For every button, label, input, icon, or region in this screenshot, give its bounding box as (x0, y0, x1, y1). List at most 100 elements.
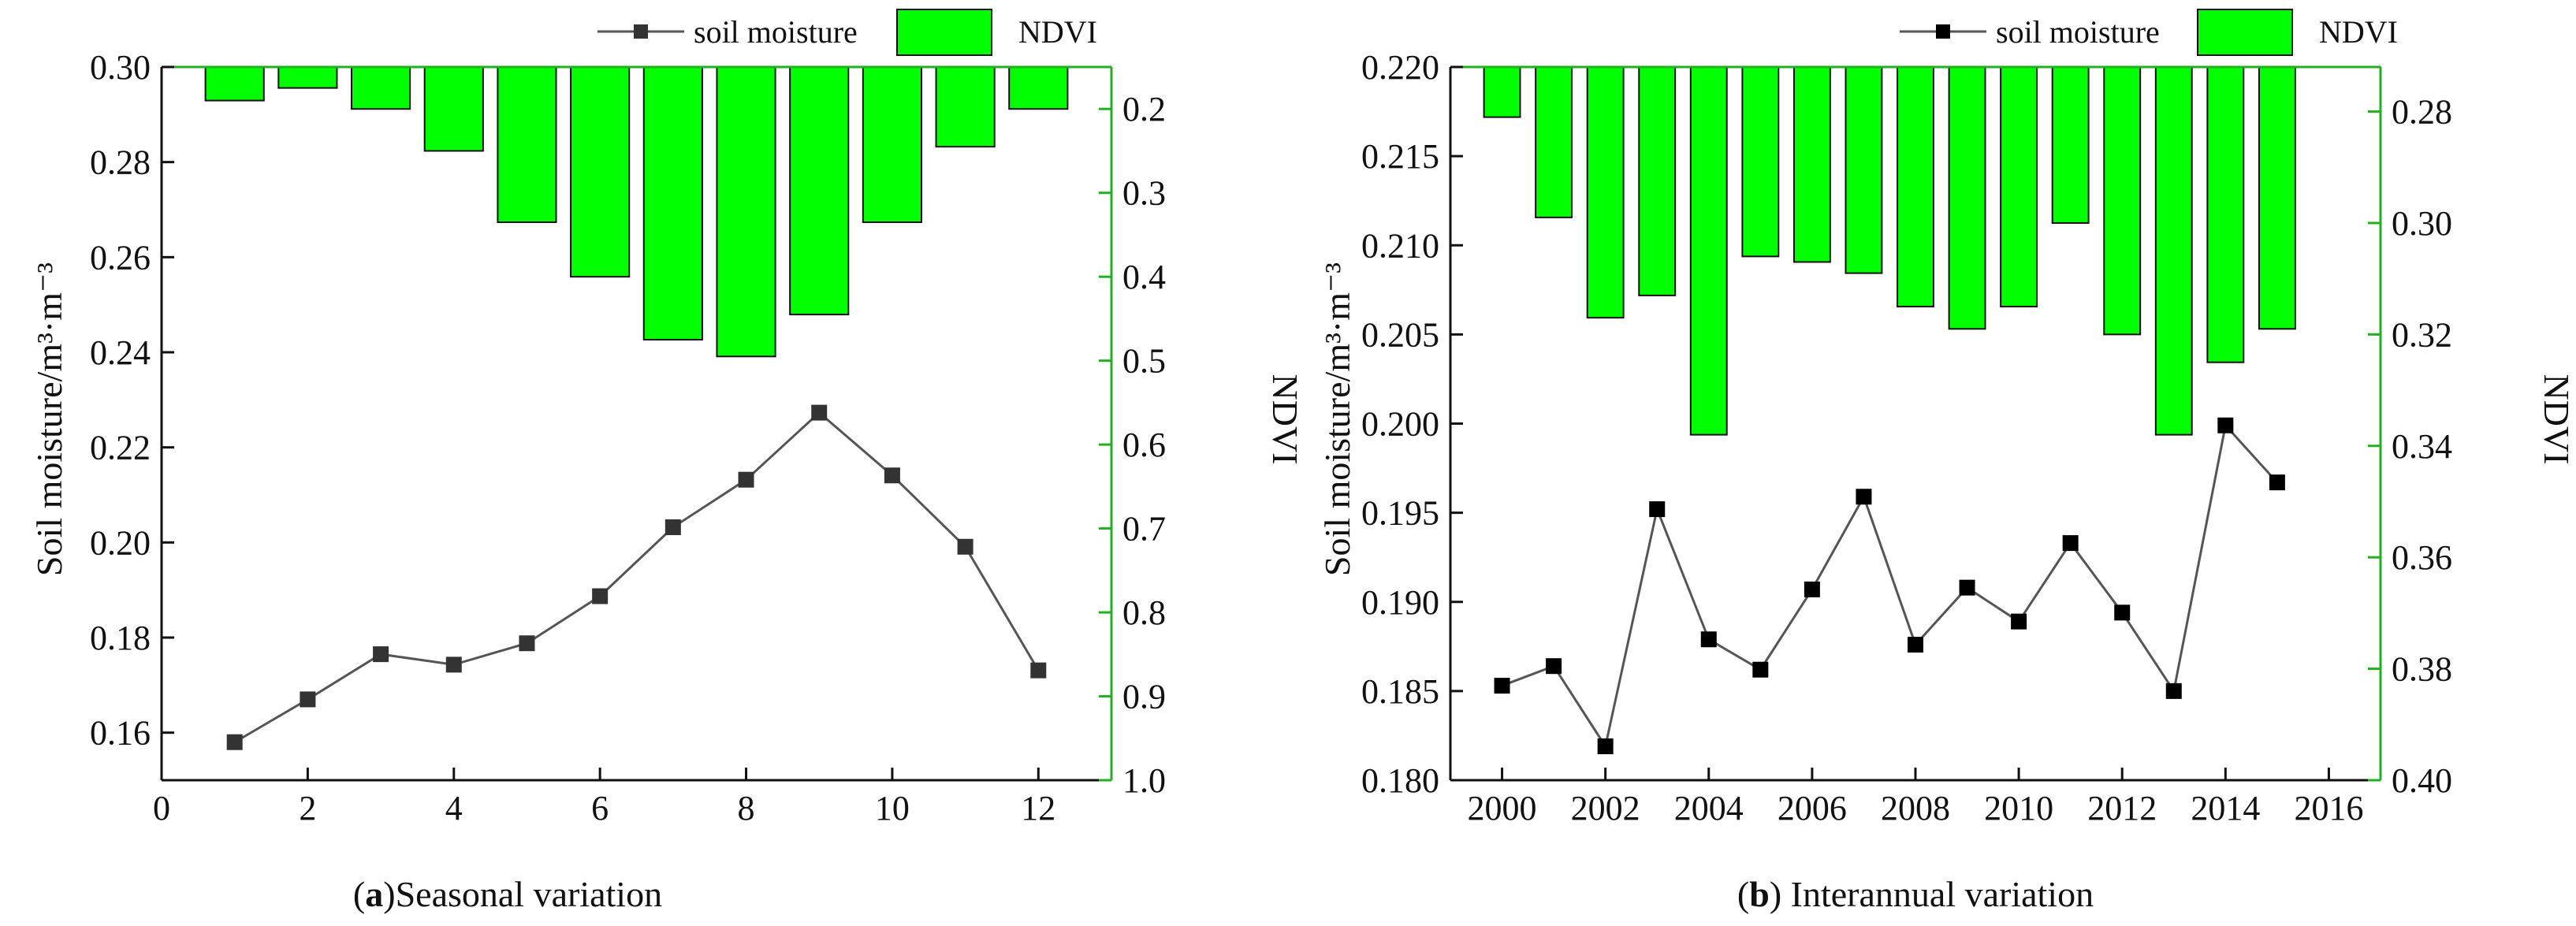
panel-b-ytick-label: 0.210 (1361, 226, 1439, 265)
panel-a-xtick-label: 12 (1021, 789, 1055, 827)
panel-a-ytick-label: 0.20 (90, 523, 151, 562)
panel-b-xtick-label: 2008 (1881, 789, 1950, 827)
panel-a-ytick-label: 0.26 (90, 238, 151, 277)
panel-a-y2tick-label: 0.9 (1122, 678, 1166, 716)
panel-b-soil-moisture-line (1502, 422, 2279, 749)
panel-a-ytick-label: 0.24 (90, 333, 151, 372)
panel-a-soil-moisture-point-6 (592, 588, 609, 604)
panel-b-ytick-label: 0.215 (1361, 137, 1439, 176)
panel-a-caption-text: )Seasonal variation (383, 874, 662, 914)
panel-b-y2tick-label: 0.38 (2392, 650, 2452, 689)
panel-b-ndvi-bar-2007 (1845, 66, 1883, 274)
panel-b-xtick-label: 2004 (1674, 789, 1744, 827)
panel-a-legend-line-marker (634, 24, 648, 39)
panel-b-soil-moisture-point-2008 (1908, 637, 1923, 653)
panel-b-ndvi-bar-2001 (1535, 66, 1573, 218)
panel-b-xtick-label: 2010 (1984, 789, 2053, 827)
panel-b-soil-moisture-point-2012 (2114, 604, 2131, 621)
panel-a-soil-moisture-point-5 (519, 635, 535, 652)
panel-b-y2tick-label: 0.32 (2392, 315, 2452, 354)
panel-b-legend-line-label: soil moisture (1996, 14, 2160, 50)
panel-b-y2tick-label: 0.34 (2392, 427, 2452, 466)
panel-b-xtick-label: 2006 (1778, 789, 1847, 827)
panel-a-y2tick-label: 0.3 (1122, 174, 1166, 213)
panel-a-legend-line-label: soil moisture (694, 14, 858, 50)
panel-a-y2tick-label: 1.0 (1122, 761, 1166, 800)
panel-b-ytick-label: 0.185 (1361, 672, 1439, 711)
panel-a-xtick-label: 8 (738, 789, 755, 827)
panel-b-xtick-label: 2012 (2087, 789, 2157, 827)
panel-a-xtick-label: 4 (445, 789, 463, 827)
panel-a-xtick-label: 6 (591, 789, 609, 827)
panel-a-ndvi-bar-8 (716, 66, 776, 358)
panel-a-ndvi-bar-1 (204, 66, 265, 102)
panel-b-soil-moisture-point-2014 (2217, 417, 2234, 433)
panel-a-ndvi-bar-12 (1008, 66, 1069, 110)
panel-b-xtick-label: 2002 (1571, 789, 1640, 827)
panel-b-y2tick-label: 0.36 (2392, 538, 2452, 577)
panel-b-soil-moisture-point-2011 (2062, 535, 2079, 552)
panel-a-ytick-label: 0.30 (90, 48, 151, 87)
panel-b-ytick-label: 0.195 (1361, 494, 1439, 533)
panel-b-ylabel: Soil moisture/m³·m⁻³ (1317, 262, 1357, 576)
panel-a-soil-moisture-point-10 (884, 467, 900, 484)
panel-b-y2label: NDVI (2537, 374, 2576, 465)
panel-b-interannual-variation: Soil moisture/m³·m⁻³ NDVI (b) Interannua… (1317, 9, 2576, 914)
panel-b-ytick-label: 0.220 (1361, 48, 1439, 87)
panel-b-ndvi-bar-2004 (1689, 66, 1728, 436)
panel-b-ndvi-bar-2013 (2154, 66, 2193, 436)
panel-a-legend-bar-label: NDVI (1018, 14, 1097, 50)
panel-b-soil-moisture-point-2004 (1700, 631, 1717, 648)
panel-b-ndvi-bar-2005 (1741, 66, 1780, 258)
panel-b-ndvi-bar-2009 (1948, 66, 1986, 330)
panel-a-y2tick-label: 0.7 (1122, 510, 1166, 549)
panel-a-soil-moisture-point-12 (1030, 662, 1047, 679)
panel-a-xtick-label: 2 (299, 789, 316, 827)
panel-b-caption-letter: b (1749, 874, 1770, 914)
panel-b-ytick-label: 0.190 (1361, 583, 1439, 622)
panel-b-ndvi-bar-2000 (1483, 66, 1521, 118)
panel-b-caption: (b) Interannual variation (1737, 874, 2094, 914)
panel-b-soil-moisture-point-2002 (1597, 738, 1614, 755)
panel-a-xtick-label: 0 (153, 789, 170, 827)
panel-a-y2tick-label: 0.8 (1122, 593, 1166, 632)
panel-b-soil-moisture-point-2007 (1856, 489, 1872, 505)
panel-a-ndvi-bar-5 (497, 66, 557, 223)
panel-b-ndvi-bar-2003 (1638, 66, 1677, 296)
panel-b-y2tick-label: 0.30 (2392, 204, 2452, 243)
panel-a-soil-moisture-point-11 (957, 538, 973, 555)
panel-a-caption-prefix: ( (353, 874, 365, 914)
panel-b-soil-moisture-point-2015 (2269, 474, 2285, 491)
panel-a-y2tick-label: 0.4 (1122, 258, 1166, 296)
panel-b-soil-moisture-point-2005 (1752, 661, 1769, 678)
panel-b-legend-bar-swatch (2197, 9, 2293, 56)
panel-b-xtick-label: 2016 (2294, 789, 2363, 827)
panel-a-legend-bar-swatch (896, 9, 992, 56)
panel-a-soil-moisture-line (233, 411, 1040, 744)
panel-b-soil-moisture-point-2010 (2011, 613, 2027, 630)
panel-b-y2tick-label: 0.40 (2392, 761, 2452, 800)
panel-b-ndvi-bar-2015 (2258, 66, 2296, 330)
panel-b-ndvi-bar-2011 (2051, 66, 2090, 224)
panel-a-ylabel: Soil moisture/m³·m⁻³ (29, 262, 69, 576)
panel-a-ndvi-bar-7 (642, 66, 703, 341)
panel-a-soil-moisture-point-8 (738, 471, 754, 488)
panel-b-ytick-label: 0.205 (1361, 315, 1439, 354)
panel-a-ytick-label: 0.22 (90, 429, 151, 467)
panel-b-soil-moisture-point-2000 (1494, 678, 1510, 694)
panel-a-ndvi-bar-4 (423, 66, 484, 152)
panel-b-ytick-label: 0.180 (1361, 761, 1439, 800)
panel-a-soil-moisture-point-2 (300, 691, 316, 708)
panel-a-ytick-label: 0.18 (90, 619, 151, 657)
panel-a-ndvi-bar-10 (862, 66, 923, 223)
panel-a-soil-moisture-point-9 (811, 404, 828, 421)
panel-b-soil-moisture-point-2013 (2165, 682, 2182, 699)
panel-b-ndvi-bar-2014 (2206, 66, 2245, 363)
panel-b-ytick-label: 0.200 (1361, 405, 1439, 444)
panel-b-ndvi-bar-2008 (1897, 66, 1934, 308)
panel-a-y2label: NDVI (1265, 374, 1305, 465)
panel-b-legend: soil moisture NDVI (1900, 9, 2398, 56)
panel-a-caption: (a)Seasonal variation (353, 874, 662, 914)
panel-a-soil-moisture-point-1 (226, 734, 243, 750)
